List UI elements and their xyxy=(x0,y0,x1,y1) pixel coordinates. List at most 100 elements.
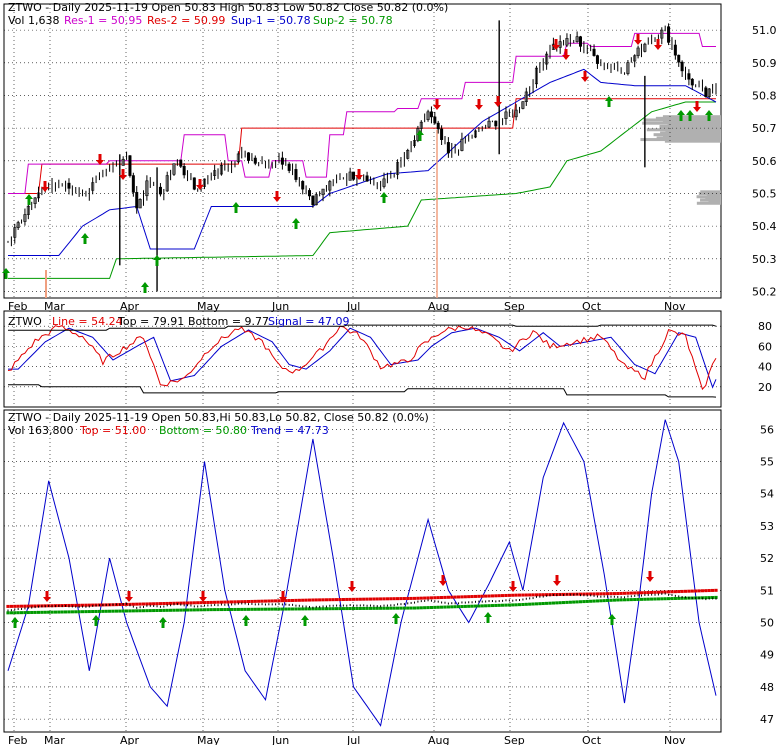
trend-bottom-dot xyxy=(362,606,366,610)
month-tick-label: Mar xyxy=(44,734,65,745)
trend-sell-arrow xyxy=(125,591,133,602)
trend-sell-arrow xyxy=(199,591,207,602)
trend-top-dot xyxy=(162,602,166,606)
trend-bottom-dot xyxy=(43,610,47,614)
trend-bottom-dot xyxy=(379,606,383,610)
trend-bottom-dot xyxy=(382,606,386,610)
trend-bottom-dot xyxy=(202,608,207,612)
trend-bottom-dot xyxy=(36,610,41,614)
trend-sell-arrow xyxy=(509,581,517,592)
trend-bottom-dot xyxy=(33,610,37,614)
trend-bottom-dot xyxy=(365,606,369,610)
price-tick-label: 50.8 xyxy=(752,89,777,102)
month-tick-label: Jul xyxy=(346,300,360,313)
trend-top-dot xyxy=(440,596,444,600)
trend-top-dot xyxy=(429,596,434,600)
trend-bottom-dot xyxy=(616,598,620,602)
sell-arrow xyxy=(693,101,701,112)
trend-bottom-dot xyxy=(389,606,393,610)
trend-top-dot xyxy=(274,599,278,603)
trend-bottom-dot xyxy=(128,609,132,613)
res2-line xyxy=(8,98,716,194)
trend-top-dot xyxy=(714,588,718,592)
trend-bottom-dot xyxy=(426,606,430,610)
trend-bottom-dot xyxy=(287,607,291,611)
trend-bottom-dot xyxy=(477,604,481,608)
trend-top-dot xyxy=(379,597,383,601)
trend-bottom-dot xyxy=(531,602,535,606)
trend-top-dot xyxy=(223,600,227,604)
trend-bottom-dot xyxy=(646,597,650,601)
volume-profile-bar xyxy=(655,116,721,120)
trend-tick-label: 52 xyxy=(760,552,774,565)
trend-bottom-dot xyxy=(507,603,511,607)
trend-top-dot xyxy=(666,590,671,594)
trend-bottom-dot xyxy=(26,611,30,615)
trend-top-dot xyxy=(257,599,261,603)
trend-bottom-dot xyxy=(199,608,203,612)
trend-bottom-dot xyxy=(582,600,586,604)
trend-top-dot xyxy=(314,598,318,602)
trend-top-dot xyxy=(77,603,81,607)
trend-top-dot xyxy=(382,597,386,601)
trend-top-dot xyxy=(243,600,247,604)
trend-top-dot xyxy=(453,595,457,599)
trend-label: Trend = 47.73 xyxy=(250,424,329,437)
trend-bottom-dot xyxy=(538,602,542,606)
trend-sell-arrow xyxy=(553,575,561,586)
month-tick-label: May xyxy=(197,300,220,313)
trend-bottom-dot xyxy=(290,607,295,611)
trend-bottom-dot xyxy=(141,609,146,613)
trend-top-dot xyxy=(463,595,467,599)
trend-bottom-dot xyxy=(284,607,288,611)
trend-bottom-dot xyxy=(257,607,261,611)
trend-panel-frame xyxy=(3,409,722,733)
volume-profile-bar xyxy=(660,131,721,135)
trend-top-dot xyxy=(16,604,20,608)
trend-bottom-dot xyxy=(714,595,718,599)
sell-arrow xyxy=(552,39,560,50)
trend-top-dot xyxy=(375,597,379,601)
trend-top-dot xyxy=(622,591,627,595)
trend-top-dot xyxy=(301,598,305,602)
trend-top-dot xyxy=(179,601,183,605)
osc-line-label: Line = 54.24 xyxy=(52,315,123,328)
volume-profile-bar xyxy=(705,196,721,200)
trend-bottom-dot xyxy=(297,607,301,611)
trend-bottom-dot xyxy=(172,608,176,612)
osc-bottom-line xyxy=(8,384,717,398)
trend-panel-title: ZTWO - Daily 2025-11-19 Open 50.83,Hi 50… xyxy=(8,411,429,424)
trend-top-dot xyxy=(467,595,471,599)
trend-top-dot xyxy=(595,592,600,596)
buy-arrow xyxy=(81,233,89,244)
price-tick-label: 50.9 xyxy=(752,57,777,70)
price-tick-label: 51.0 xyxy=(752,24,777,37)
trend-top-dot xyxy=(460,595,464,599)
trend-bottom-dot xyxy=(589,599,593,603)
price-tick-label: 50.6 xyxy=(752,155,777,168)
sell-arrow xyxy=(562,49,570,60)
month-tick-label: Apr xyxy=(120,734,140,745)
trend-top-dot xyxy=(504,593,508,597)
trend-bottom-dot xyxy=(602,599,606,603)
trend-top-dot xyxy=(209,600,213,604)
osc-tick-label: 80 xyxy=(758,320,772,333)
trend-bottom-dot xyxy=(545,601,549,605)
trend-top-dot xyxy=(368,597,373,601)
trend-bottom-dot xyxy=(311,607,315,611)
trend-bottom-dot xyxy=(467,604,471,608)
trend-top-dot xyxy=(128,602,132,606)
trend-top-dot xyxy=(653,590,657,594)
trend-sell-arrow xyxy=(439,575,447,586)
trend-bottom-dot xyxy=(67,610,71,614)
volume-profile-bar xyxy=(665,129,721,133)
volume-profile-bar xyxy=(771,205,780,208)
trend-bottom-dot xyxy=(572,600,576,604)
buy-arrow xyxy=(292,218,300,229)
trend-tick-label: 53 xyxy=(760,520,774,533)
trend-bottom-dot xyxy=(548,601,552,605)
trend-bottom-dot xyxy=(446,605,450,609)
trend-top-dot xyxy=(287,599,291,603)
trend-sell-arrow xyxy=(348,581,356,592)
